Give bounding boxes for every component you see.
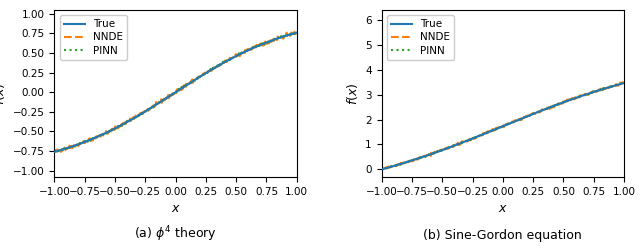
True bbox=[522, 115, 530, 118]
PINN bbox=[291, 30, 299, 33]
PINN bbox=[287, 33, 295, 36]
PINN bbox=[620, 82, 628, 85]
True bbox=[51, 150, 58, 153]
NNDE bbox=[291, 30, 298, 33]
NNDE bbox=[577, 94, 584, 97]
NNDE bbox=[495, 126, 502, 129]
NNDE bbox=[378, 167, 385, 170]
PINN bbox=[51, 150, 58, 153]
True bbox=[167, 94, 175, 97]
True bbox=[195, 76, 202, 79]
True bbox=[293, 31, 301, 34]
PINN bbox=[493, 127, 501, 130]
NNDE bbox=[522, 115, 530, 118]
NNDE bbox=[51, 150, 58, 153]
Title: (b) Sine-Gordon equation: (b) Sine-Gordon equation bbox=[424, 229, 582, 242]
True bbox=[166, 95, 173, 98]
PINN bbox=[620, 82, 627, 85]
True bbox=[494, 126, 502, 129]
NNDE bbox=[57, 150, 65, 153]
PINN bbox=[195, 76, 203, 79]
NNDE bbox=[619, 81, 627, 84]
PINN bbox=[378, 168, 385, 171]
Line: PINN: PINN bbox=[381, 83, 624, 169]
PINN bbox=[250, 47, 257, 50]
NNDE bbox=[509, 120, 517, 123]
NNDE bbox=[380, 168, 387, 171]
Line: NNDE: NNDE bbox=[54, 32, 297, 152]
Line: NNDE: NNDE bbox=[381, 82, 624, 169]
NNDE bbox=[195, 75, 203, 78]
NNDE bbox=[493, 127, 501, 130]
True bbox=[249, 47, 257, 50]
NNDE bbox=[166, 95, 174, 98]
PINN bbox=[577, 94, 584, 97]
PINN bbox=[378, 168, 386, 171]
True bbox=[182, 84, 189, 87]
True bbox=[287, 33, 295, 36]
X-axis label: $x$: $x$ bbox=[171, 202, 180, 215]
PINN bbox=[166, 93, 174, 96]
NNDE bbox=[250, 46, 257, 49]
Legend: True, NNDE, PINN: True, NNDE, PINN bbox=[60, 15, 127, 60]
PINN bbox=[52, 151, 60, 154]
X-axis label: $x$: $x$ bbox=[498, 202, 508, 215]
Title: (a) $\phi^4$ theory: (a) $\phi^4$ theory bbox=[134, 225, 217, 244]
True bbox=[620, 82, 628, 85]
NNDE bbox=[168, 93, 175, 96]
True bbox=[509, 121, 516, 124]
PINN bbox=[182, 84, 190, 87]
PINN bbox=[495, 126, 502, 129]
Line: PINN: PINN bbox=[54, 32, 297, 152]
PINN bbox=[615, 83, 623, 86]
True bbox=[378, 168, 385, 171]
PINN bbox=[168, 94, 175, 97]
Legend: True, NNDE, PINN: True, NNDE, PINN bbox=[387, 15, 454, 60]
NNDE bbox=[293, 32, 301, 35]
True bbox=[614, 83, 622, 86]
Y-axis label: $f(x)$: $f(x)$ bbox=[345, 82, 360, 105]
PINN bbox=[522, 115, 530, 118]
True bbox=[493, 127, 500, 130]
Line: True: True bbox=[381, 83, 624, 169]
NNDE bbox=[182, 85, 190, 88]
NNDE bbox=[287, 31, 295, 34]
True bbox=[577, 95, 584, 98]
PINN bbox=[509, 120, 517, 123]
PINN bbox=[293, 31, 301, 34]
NNDE bbox=[620, 81, 628, 84]
NNDE bbox=[615, 84, 623, 87]
Line: True: True bbox=[54, 33, 297, 152]
Y-axis label: $f(x)$: $f(x)$ bbox=[0, 82, 7, 105]
